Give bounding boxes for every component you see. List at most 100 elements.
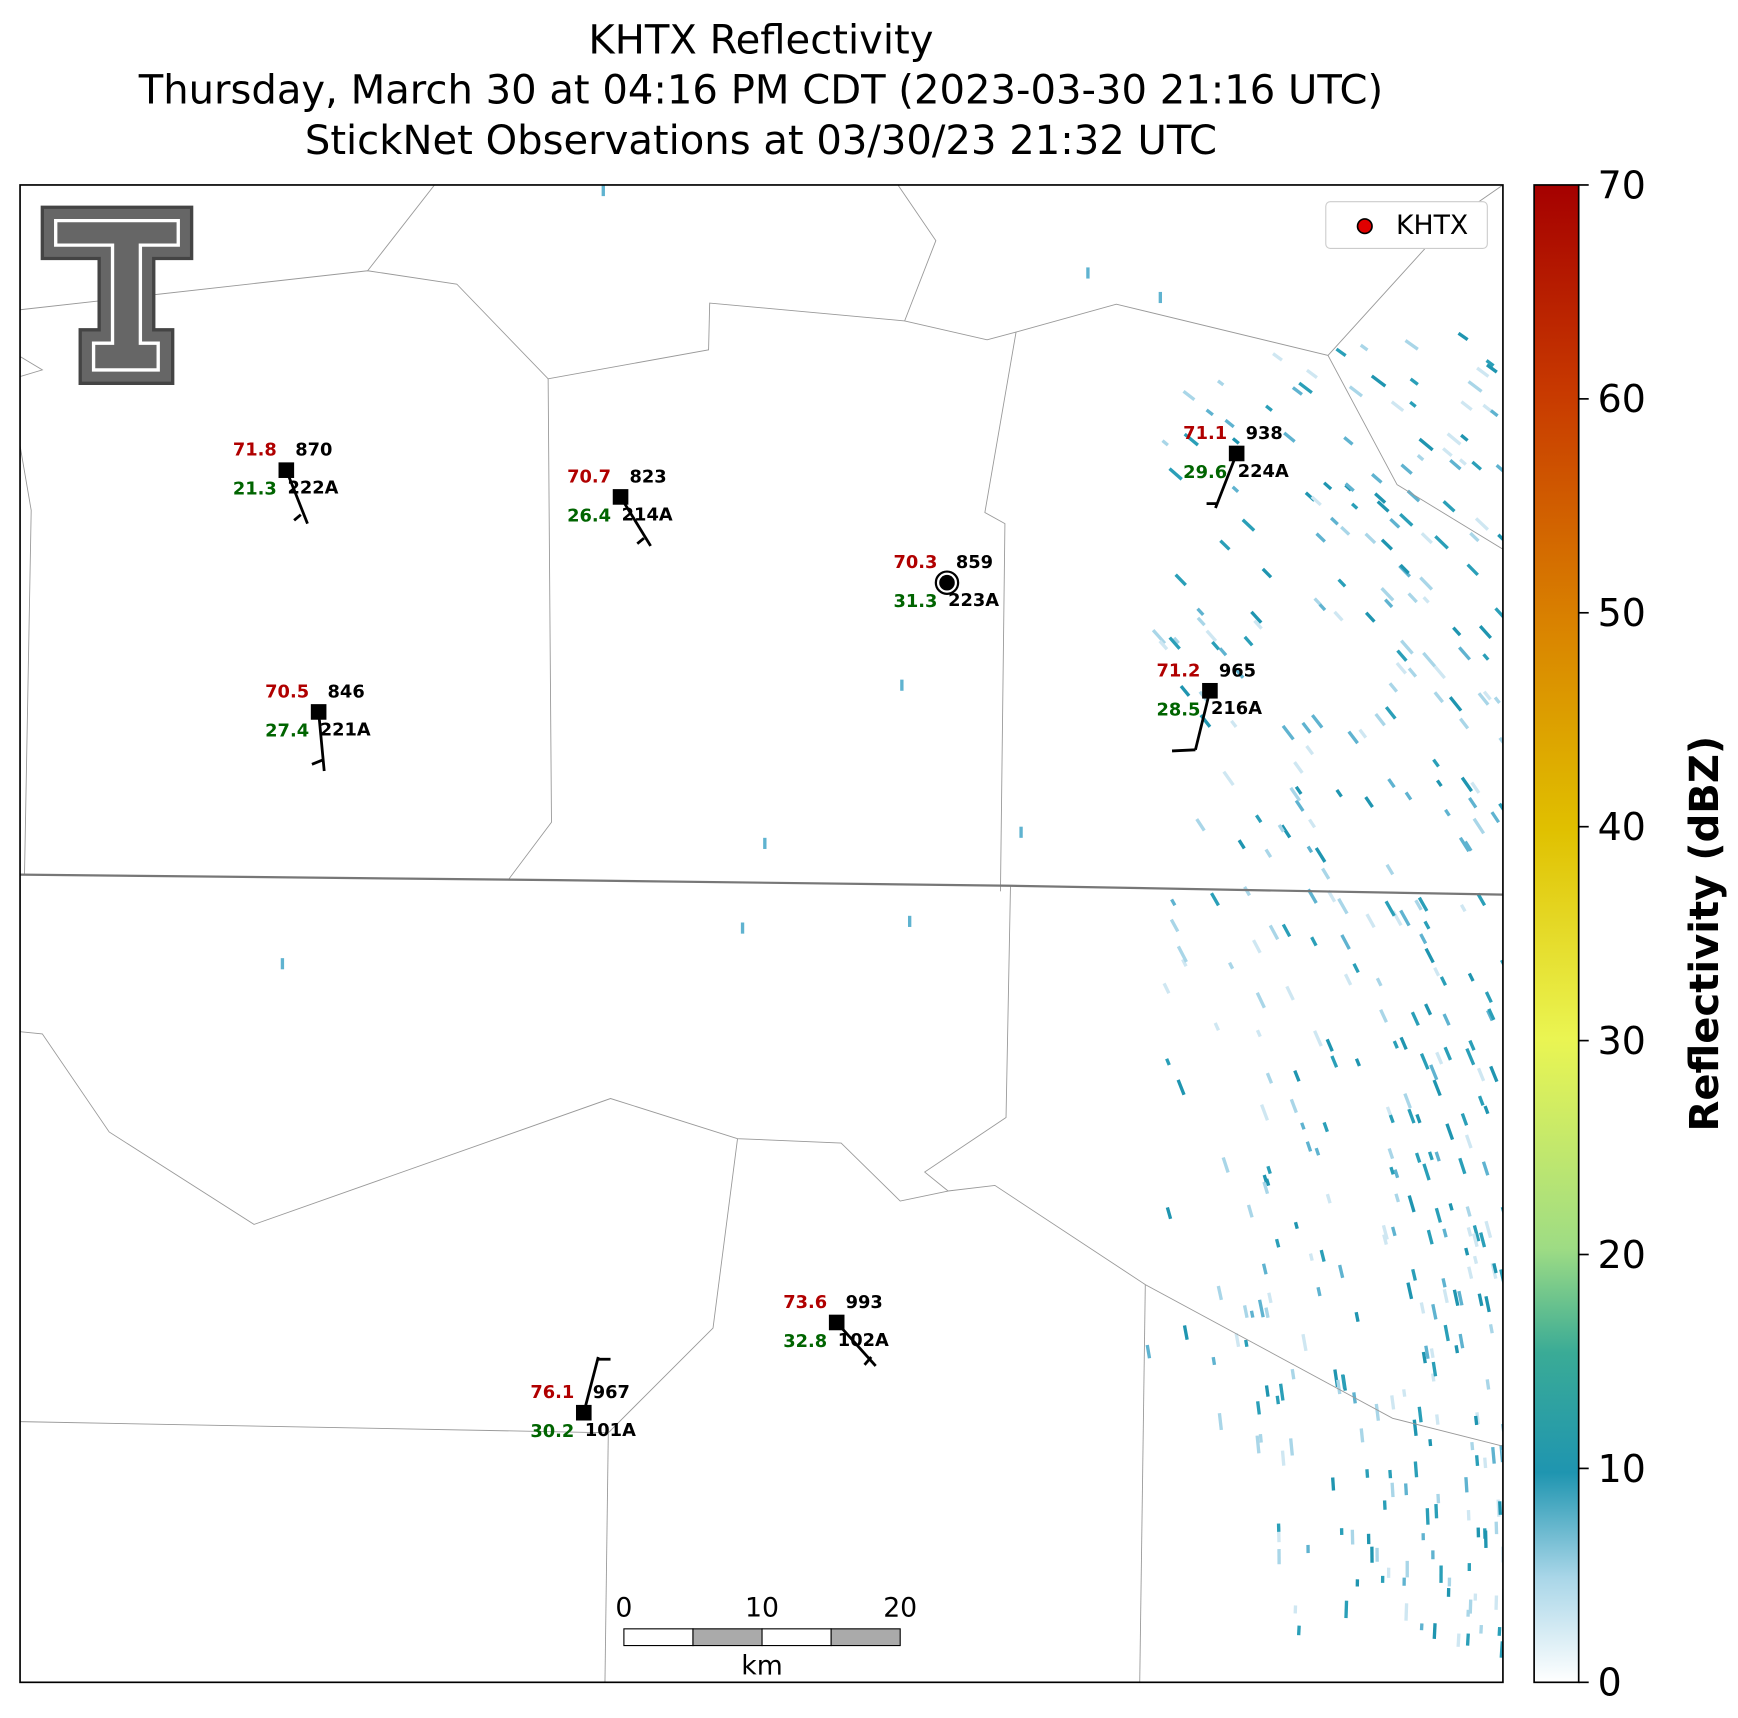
wind-barb xyxy=(1194,690,1212,751)
radar-echo xyxy=(1484,991,1493,1004)
radar-echo xyxy=(1399,1036,1408,1050)
radar-echo xyxy=(1407,592,1418,604)
radar-echo xyxy=(1230,719,1238,728)
colorbar-tick-label: 10 xyxy=(1598,1447,1646,1491)
radar-echo xyxy=(1294,799,1305,812)
radar-echo xyxy=(1463,840,1473,852)
radar-echo xyxy=(1498,736,1503,753)
radar-echo xyxy=(1306,845,1314,854)
scale-segment xyxy=(623,1628,694,1647)
radar-echo xyxy=(1266,1165,1272,1175)
radar-echo xyxy=(1445,1123,1455,1141)
legend: KHTX xyxy=(1325,201,1488,250)
radar-echo xyxy=(1281,724,1295,741)
radar-echo xyxy=(1497,533,1503,546)
radar-echo xyxy=(1338,1264,1345,1279)
dewpoint: 27.4 xyxy=(265,720,309,741)
colorbar-tick-label: 40 xyxy=(1598,805,1646,849)
scale-segment xyxy=(692,1628,763,1647)
radar-echo xyxy=(1228,961,1235,970)
radar-echo xyxy=(1381,1224,1389,1240)
radar-echo xyxy=(1205,408,1214,417)
radar-echo xyxy=(1019,826,1023,838)
radar-echo xyxy=(1421,1533,1425,1541)
radar-echo xyxy=(1415,1113,1422,1124)
radar-echo xyxy=(1389,517,1401,529)
radar-echo xyxy=(1222,770,1235,787)
radar-echo xyxy=(1261,1263,1268,1275)
radar-echo xyxy=(1348,385,1363,398)
radar-echo xyxy=(1433,967,1441,977)
radar-echo xyxy=(1289,1098,1298,1114)
radar-echo xyxy=(1456,1633,1461,1647)
radar-echo xyxy=(1364,796,1374,809)
radar-echo xyxy=(1416,454,1425,462)
radar-echo xyxy=(1195,818,1206,832)
radar-echo xyxy=(1452,626,1462,637)
radar-echo xyxy=(1465,1206,1472,1217)
radar-echo xyxy=(1241,518,1256,532)
legend-marker xyxy=(1356,218,1373,235)
radar-echo xyxy=(1399,909,1411,927)
radar-echo xyxy=(1405,1560,1409,1578)
wind-barb-flag xyxy=(1171,748,1196,753)
radar-echo xyxy=(1260,1104,1270,1121)
radar-echo xyxy=(1221,1156,1230,1173)
radar-echo xyxy=(1237,839,1246,850)
radar-echo xyxy=(1460,1113,1469,1126)
radar-echo xyxy=(1466,1510,1471,1521)
radar-echo xyxy=(1477,692,1490,706)
radar-echo xyxy=(1243,635,1254,647)
radar-echo xyxy=(1340,934,1351,950)
radar-echo xyxy=(1086,267,1090,279)
radar-echo xyxy=(1293,1605,1298,1614)
dewpoint: 31.3 xyxy=(894,591,938,612)
radar-echo xyxy=(1371,473,1383,484)
radar-echo xyxy=(1179,684,1191,697)
temperature: 70.7 xyxy=(567,466,611,487)
radar-echo xyxy=(1494,1595,1499,1610)
radar-echo xyxy=(1460,400,1473,412)
radar-echo xyxy=(1384,706,1397,720)
radar-echo xyxy=(1285,985,1295,1001)
radar-echo xyxy=(1183,432,1199,447)
radar-echo xyxy=(1431,1361,1438,1377)
station-marker xyxy=(1202,682,1218,699)
temperature: 76.1 xyxy=(530,1382,574,1403)
radar-echo xyxy=(1471,460,1483,471)
radar-echo xyxy=(1293,761,1304,774)
radar-echo xyxy=(1174,573,1187,587)
radar-echo xyxy=(1459,904,1467,913)
station-id: 224A xyxy=(1238,461,1289,482)
radar-echo xyxy=(1447,1577,1452,1587)
radar-echo xyxy=(1439,1565,1443,1583)
station-id: 221A xyxy=(320,719,371,740)
radar-echo xyxy=(1210,892,1220,907)
radar-echo xyxy=(1262,1181,1270,1195)
radar-echo xyxy=(1387,1147,1395,1160)
radar-echo xyxy=(1380,587,1395,602)
radar-echo xyxy=(1339,1528,1344,1536)
radar-echo xyxy=(1300,1122,1306,1130)
radar-echo xyxy=(1432,1623,1437,1639)
radar-echo xyxy=(1365,913,1376,929)
radar-echo xyxy=(1419,576,1434,591)
dewpoint: 30.2 xyxy=(530,1421,574,1442)
radar-echo xyxy=(1374,1403,1381,1421)
radar-echo xyxy=(1264,1307,1270,1319)
radar-echo xyxy=(1473,1593,1478,1601)
radar-echo xyxy=(1336,1379,1342,1395)
radar-echo xyxy=(1151,628,1167,645)
station-marker xyxy=(575,1404,592,1421)
radar-echo xyxy=(1498,1501,1503,1515)
radar-echo xyxy=(1257,1299,1265,1318)
radar-echo xyxy=(1435,1051,1444,1065)
radar-echo xyxy=(1495,463,1503,474)
radar-echo xyxy=(1244,1339,1249,1348)
radar-echo xyxy=(1375,1547,1379,1562)
radar-echo xyxy=(1388,1114,1395,1124)
temperature: 71.1 xyxy=(1183,423,1227,444)
radar-echo xyxy=(1165,1206,1173,1220)
radar-echo xyxy=(1354,1058,1361,1067)
radar-echo xyxy=(1319,1249,1326,1262)
